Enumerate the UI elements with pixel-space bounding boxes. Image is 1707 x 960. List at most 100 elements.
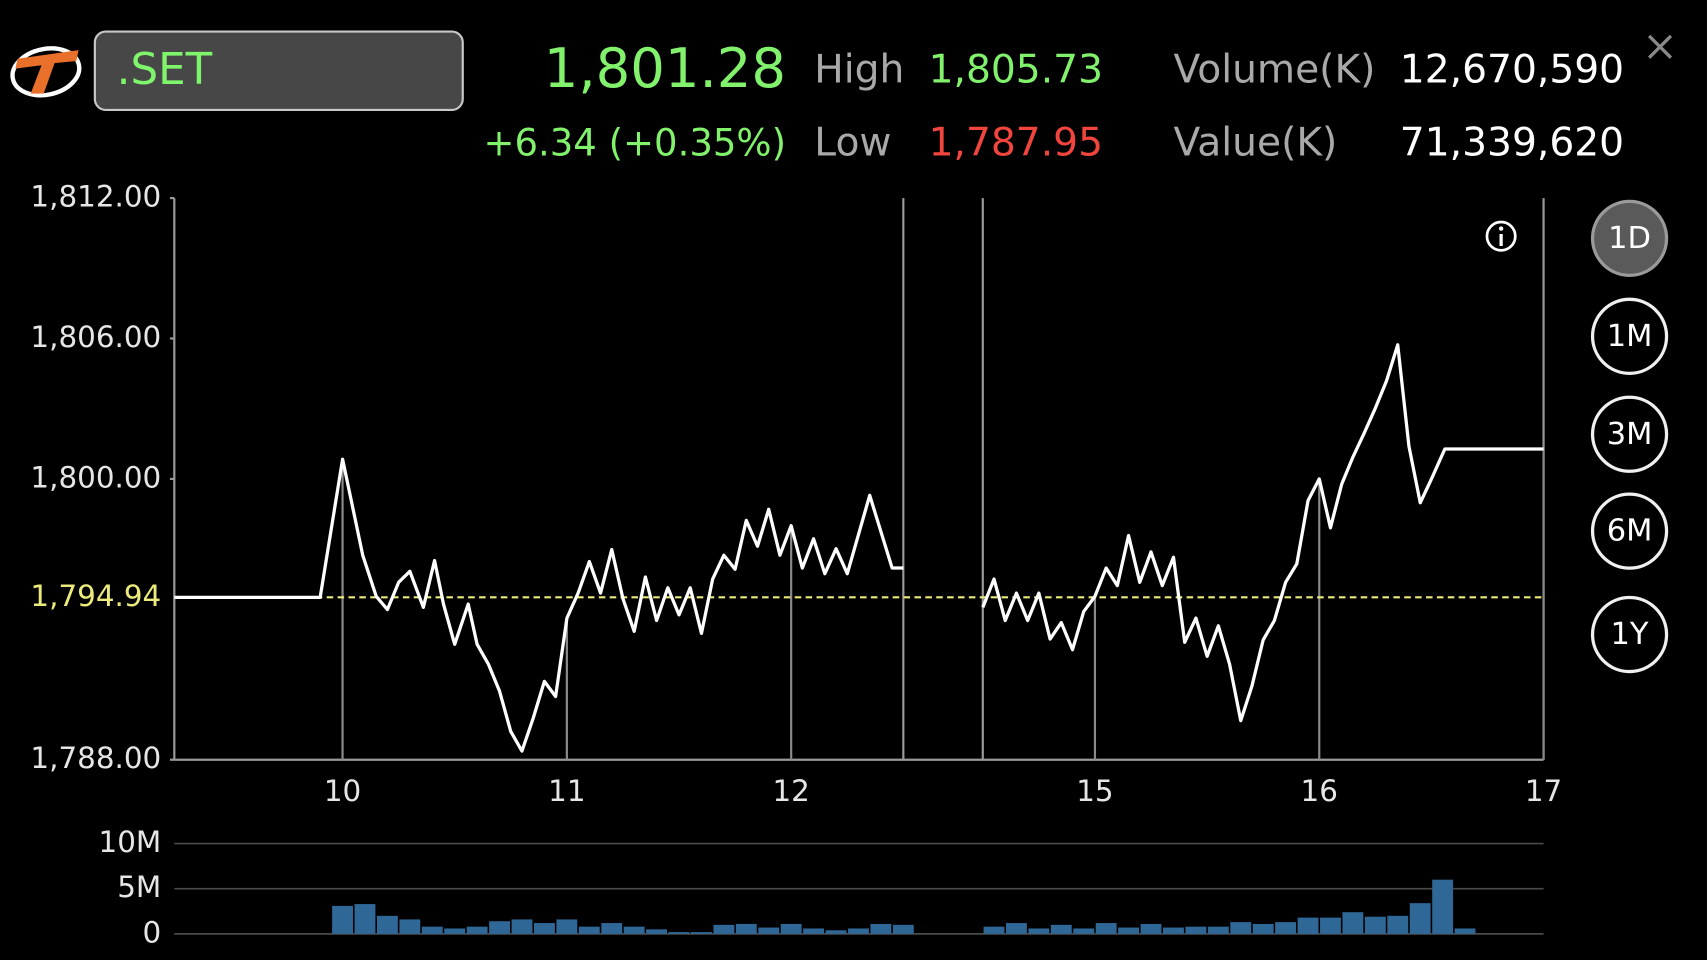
period-label: 6M (1607, 514, 1653, 549)
volume-value: 12,670,590 (1400, 47, 1624, 92)
period-button[interactable]: 1Y (1590, 595, 1669, 674)
volume-bar (1006, 923, 1027, 934)
volume-bar (1163, 927, 1184, 934)
volume-bar (803, 928, 825, 934)
reference-label: 1,794.94 (30, 579, 161, 613)
volume-bar (332, 905, 353, 934)
volume-bar (735, 923, 757, 934)
volume-bar (848, 928, 869, 934)
volume-bar (1275, 922, 1297, 934)
y-tick-label: 1,812.00 (30, 180, 161, 214)
volume-bar (421, 926, 443, 934)
volume-bar (713, 924, 735, 934)
last-price: 1,801.28 (544, 36, 786, 100)
volume-bar (1230, 922, 1252, 934)
volume-bar (983, 926, 1005, 934)
volume-bar (354, 904, 376, 934)
volume-bar (1252, 923, 1274, 934)
volume-bar (623, 926, 645, 934)
y-tick-label: 10M (99, 825, 162, 859)
period-circle (1590, 492, 1669, 570)
x-tick-label: 17 (1525, 774, 1562, 808)
volume-bar (1050, 924, 1072, 934)
x-tick-label: 16 (1301, 774, 1338, 808)
volume-bar (466, 926, 488, 934)
volume-bar (1095, 923, 1117, 934)
low-label: Low (814, 120, 891, 165)
volume-bar (780, 923, 802, 934)
symbol[interactable]: .SET (117, 45, 213, 95)
info-ring (1485, 220, 1517, 252)
info-button[interactable] (1485, 220, 1517, 252)
volume-bar (444, 928, 466, 934)
period-button[interactable]: 3M (1590, 395, 1669, 473)
volume-bar (1409, 903, 1431, 934)
price-line (174, 343, 1544, 753)
volume-bar (1432, 879, 1454, 934)
volume-bar (1364, 916, 1386, 934)
low-value: 1,787.95 (929, 120, 1103, 165)
volume-bar (1140, 923, 1162, 934)
x-tick-label: 12 (772, 774, 809, 808)
period-circle (1590, 199, 1669, 278)
volume-bar (1454, 928, 1476, 934)
symbol-box[interactable] (93, 30, 464, 112)
volume-bar (1118, 927, 1140, 934)
volume-bar (1073, 928, 1095, 934)
close-button[interactable] (1647, 34, 1673, 59)
volume-bar (1028, 928, 1050, 934)
y-tick-label: 5M (117, 870, 161, 904)
volume-bar (825, 930, 847, 934)
volume-bar (511, 919, 533, 934)
price-change: +6.34 (+0.35%) (483, 121, 786, 164)
volume-bar (1207, 926, 1229, 934)
period-label: 3M (1607, 417, 1653, 452)
volume-bar (691, 932, 712, 934)
period-label: 1M (1607, 319, 1653, 354)
volume-bar (1387, 915, 1409, 934)
high-label: High (814, 47, 904, 92)
period-button[interactable]: 1M (1590, 297, 1669, 375)
x-tick-label: 10 (324, 774, 361, 808)
volume-bar (601, 923, 623, 934)
close-stroke (1647, 34, 1673, 59)
logo-ring (10, 46, 82, 98)
volume-bar (556, 919, 578, 934)
period-circle (1590, 297, 1669, 375)
volume-bar (1320, 917, 1341, 934)
y-tick-label: 1,806.00 (30, 320, 161, 354)
period-circle (1590, 595, 1669, 674)
y-tick-label: 1,800.00 (30, 460, 161, 494)
volume-bar (758, 927, 780, 934)
y-tick-label: 1,788.00 (30, 741, 161, 775)
volume-bar (892, 924, 914, 934)
volume-bar (1297, 917, 1319, 934)
y-tick-label: 0 (143, 915, 162, 949)
period-selector: 1D 1M 3M 6M 1Y (1590, 199, 1669, 674)
volume-bar (376, 915, 398, 934)
period-button[interactable]: 1D (1590, 199, 1669, 278)
volume-bar (1185, 926, 1207, 934)
period-label: 1D (1608, 221, 1651, 256)
volume-bar (489, 921, 510, 934)
x-tick-label: 15 (1076, 774, 1113, 808)
volume-label: Volume(K) (1174, 47, 1376, 92)
volume-bar (1342, 912, 1364, 934)
period-label: 1Y (1611, 617, 1649, 652)
volume-bar (646, 929, 668, 934)
volume-bar (870, 923, 892, 934)
volume-bar (399, 919, 421, 934)
high-value: 1,805.73 (929, 47, 1103, 92)
volume-bar (668, 932, 690, 934)
app-logo[interactable] (8, 42, 84, 101)
volume-bar (534, 923, 555, 934)
period-button[interactable]: 6M (1590, 492, 1669, 570)
value-label: Value(K) (1174, 120, 1338, 165)
volume-bar (578, 926, 600, 934)
x-tick-label: 11 (548, 774, 585, 808)
info-dot (1498, 226, 1504, 231)
value-value: 71,339,620 (1400, 120, 1624, 165)
